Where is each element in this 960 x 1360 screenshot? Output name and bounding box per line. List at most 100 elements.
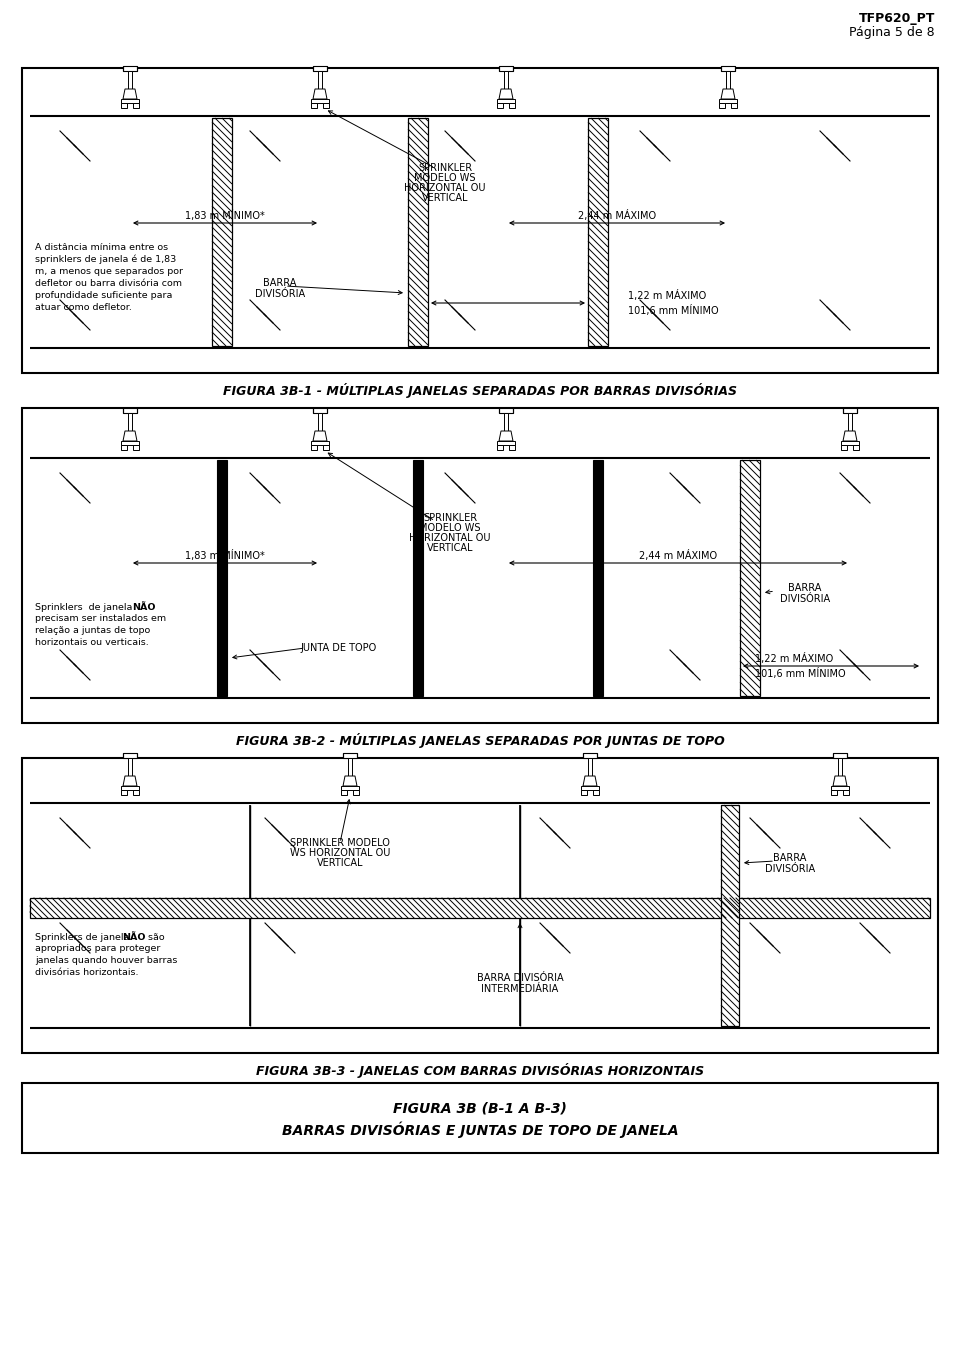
Bar: [121, 786, 139, 790]
Text: BARRA: BARRA: [774, 853, 806, 864]
Bar: [121, 103, 127, 107]
Polygon shape: [843, 431, 857, 441]
Text: Página 5 de 8: Página 5 de 8: [850, 26, 935, 39]
Bar: [581, 786, 599, 790]
Bar: [121, 445, 127, 450]
Text: precisam ser instalados em
relação a juntas de topo
horizontais ou verticais.: precisam ser instalados em relação a jun…: [35, 613, 166, 646]
Text: 101,6 mm MÍNIMO: 101,6 mm MÍNIMO: [628, 305, 719, 316]
Text: BARRA DIVISÓRIA: BARRA DIVISÓRIA: [477, 972, 564, 983]
Bar: [721, 67, 735, 71]
Bar: [841, 445, 847, 450]
Text: DIVISÓRIA: DIVISÓRIA: [780, 594, 830, 604]
Bar: [212, 118, 232, 345]
Text: SPRINKLER: SPRINKLER: [423, 513, 477, 524]
Bar: [499, 67, 513, 71]
Bar: [22, 408, 938, 724]
Bar: [128, 71, 132, 88]
Bar: [843, 408, 857, 413]
Bar: [831, 786, 849, 790]
Bar: [509, 103, 515, 107]
Bar: [318, 71, 322, 88]
Text: VERTICAL: VERTICAL: [427, 543, 473, 554]
Bar: [318, 413, 322, 431]
Text: 1,22 m MÁXIMO: 1,22 m MÁXIMO: [755, 653, 833, 664]
Text: 1,83 m MÍNIMO*: 1,83 m MÍNIMO*: [185, 549, 265, 560]
Bar: [853, 445, 859, 450]
Bar: [497, 103, 503, 107]
Bar: [313, 67, 327, 71]
Bar: [583, 753, 597, 758]
Bar: [838, 758, 842, 777]
Polygon shape: [313, 88, 327, 99]
Bar: [128, 758, 132, 777]
Bar: [311, 441, 329, 445]
Bar: [588, 758, 592, 777]
Polygon shape: [499, 88, 513, 99]
Text: VERTICAL: VERTICAL: [317, 858, 363, 868]
Bar: [311, 99, 329, 103]
Bar: [719, 103, 725, 107]
Text: MODELO WS: MODELO WS: [420, 524, 481, 533]
Polygon shape: [721, 88, 735, 99]
Bar: [323, 103, 329, 107]
Text: Sprinklers de janela: Sprinklers de janela: [35, 933, 132, 942]
Text: BARRAS DIVISÓRIAS E JUNTAS DE TOPO DE JANELA: BARRAS DIVISÓRIAS E JUNTAS DE TOPO DE JA…: [281, 1121, 679, 1137]
Text: DIVISÓRIA: DIVISÓRIA: [255, 290, 305, 299]
Bar: [593, 790, 599, 796]
Bar: [121, 441, 139, 445]
Text: apropriados para proteger
janelas quando houver barras
divisórias horizontais.: apropriados para proteger janelas quando…: [35, 944, 178, 976]
Text: 1,22 m MÁXIMO: 1,22 m MÁXIMO: [628, 290, 707, 301]
Bar: [128, 413, 132, 431]
Bar: [731, 103, 737, 107]
Bar: [497, 99, 515, 103]
Text: HORIZONTAL OU: HORIZONTAL OU: [409, 533, 491, 543]
Bar: [833, 753, 847, 758]
Text: 101,6 mm MÍNIMO: 101,6 mm MÍNIMO: [755, 668, 846, 679]
Bar: [499, 408, 513, 413]
Text: DIVISÓRIA: DIVISÓRIA: [765, 864, 815, 874]
Bar: [313, 408, 327, 413]
Bar: [497, 445, 503, 450]
Text: SPRINKLER: SPRINKLER: [418, 163, 472, 173]
Text: FIGURA 3B-1 - MÚLTIPLAS JANELAS SEPARADAS POR BARRAS DIVISÓRIAS: FIGURA 3B-1 - MÚLTIPLAS JANELAS SEPARADA…: [223, 384, 737, 398]
Polygon shape: [123, 431, 137, 441]
Bar: [721, 805, 739, 1025]
Bar: [133, 445, 139, 450]
Text: Sprinklers  de janela: Sprinklers de janela: [35, 602, 135, 612]
Bar: [341, 790, 347, 796]
Bar: [121, 790, 127, 796]
Bar: [123, 753, 137, 758]
Bar: [353, 790, 359, 796]
Text: BARRA: BARRA: [788, 583, 822, 593]
Text: FIGURA 3B-2 - MÚLTIPLAS JANELAS SEPARADAS POR JUNTAS DE TOPO: FIGURA 3B-2 - MÚLTIPLAS JANELAS SEPARADA…: [235, 733, 725, 748]
Polygon shape: [343, 777, 357, 786]
Bar: [212, 118, 232, 345]
Bar: [133, 103, 139, 107]
Bar: [408, 118, 428, 345]
Bar: [133, 790, 139, 796]
Bar: [588, 118, 608, 345]
Bar: [588, 118, 608, 345]
Text: 1,83 m MÍNIMO*: 1,83 m MÍNIMO*: [185, 209, 265, 220]
Text: SPRINKLER MODELO: SPRINKLER MODELO: [290, 838, 390, 849]
Bar: [509, 445, 515, 450]
Text: JUNTA DE TOPO: JUNTA DE TOPO: [300, 643, 376, 653]
Bar: [121, 99, 139, 103]
Bar: [504, 413, 508, 431]
Bar: [30, 898, 930, 918]
Text: NÃO: NÃO: [132, 602, 156, 612]
Polygon shape: [833, 777, 847, 786]
Bar: [726, 71, 730, 88]
Bar: [848, 413, 852, 431]
Bar: [408, 118, 428, 345]
Text: HORIZONTAL OU: HORIZONTAL OU: [404, 184, 486, 193]
Polygon shape: [123, 88, 137, 99]
Text: FIGURA 3B-3 - JANELAS COM BARRAS DIVISÓRIAS HORIZONTAIS: FIGURA 3B-3 - JANELAS COM BARRAS DIVISÓR…: [256, 1064, 704, 1078]
Bar: [123, 67, 137, 71]
Text: FIGURA 3B (B-1 A B-3): FIGURA 3B (B-1 A B-3): [393, 1102, 567, 1115]
Text: MODELO WS: MODELO WS: [415, 173, 476, 184]
Polygon shape: [123, 777, 137, 786]
Bar: [123, 408, 137, 413]
Text: são: são: [145, 933, 164, 942]
Bar: [581, 790, 587, 796]
